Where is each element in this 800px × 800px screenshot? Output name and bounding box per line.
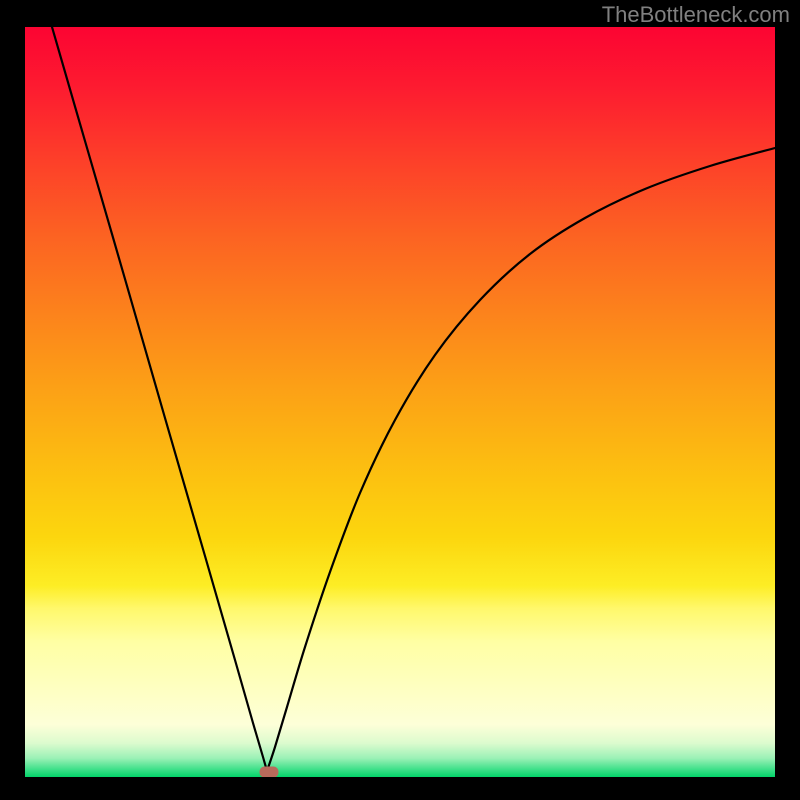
watermark-text: TheBottleneck.com bbox=[602, 2, 790, 27]
chart-root: TheBottleneck.com bbox=[0, 0, 800, 800]
vertex-marker bbox=[260, 767, 279, 778]
chart-svg: TheBottleneck.com bbox=[0, 0, 800, 800]
plot-background bbox=[25, 27, 775, 777]
